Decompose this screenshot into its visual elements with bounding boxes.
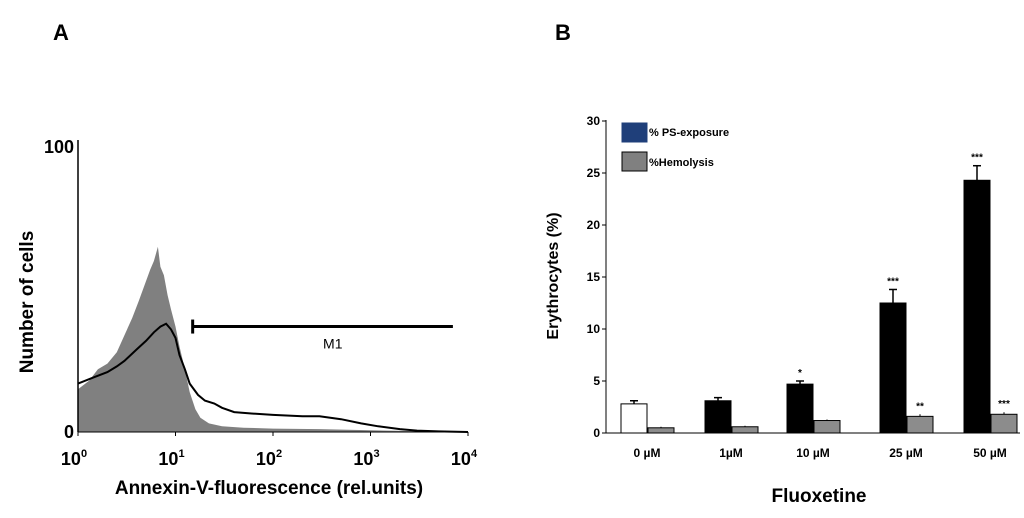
bar-hemolysis	[731, 426, 759, 434]
gate-label: M1	[323, 336, 343, 352]
bar-hemolysis	[990, 413, 1018, 434]
histogram-x-tick-label: 104	[451, 448, 478, 469]
histogram-x-tick-label: 100	[61, 448, 87, 469]
histogram-y-tick-label: 0	[64, 422, 74, 442]
bar-y-tick-label: 25	[587, 166, 601, 180]
bar-hemolysis	[647, 427, 675, 434]
histogram-outline-series	[77, 322, 469, 433]
bar-y-tick-label: 20	[587, 218, 601, 232]
bar-chart-x-axis-title: Fluoxetine	[771, 486, 866, 507]
category-label: 1µM	[719, 446, 743, 460]
bar-y-tick-label: 5	[593, 374, 600, 388]
category-label: 0 µM	[634, 446, 661, 460]
histogram-x-axis-title: Annexin-V-fluorescence (rel.units)	[115, 478, 423, 499]
bar-ps-exposure	[963, 179, 991, 434]
bar-y-tick-label: 30	[587, 114, 601, 128]
panel-b-letter: B	[555, 20, 571, 45]
bar-chart-y-axis-title: Erythrocytes (%)	[545, 212, 562, 339]
bar-ps-exposure	[620, 403, 648, 434]
bar-ps-exposure	[786, 383, 814, 434]
category-label: 25 µM	[889, 446, 923, 460]
panel-a-letter: A	[53, 20, 69, 45]
histogram-x-tick-label: 103	[353, 448, 379, 469]
significance-hemolysis: **	[916, 401, 924, 412]
bar-hemolysis	[906, 415, 934, 434]
bar-hemolysis	[813, 420, 841, 434]
histogram-filled-series	[78, 246, 468, 432]
legend-label-ps-exposure: % PS-exposure	[649, 127, 729, 139]
histogram-x-tick-label: 101	[158, 448, 184, 469]
legend-label-hemolysis: %Hemolysis	[649, 157, 714, 169]
legend-swatch-hemolysis	[621, 151, 648, 172]
histogram-x-tick-label: 102	[256, 448, 282, 469]
category-label: 10 µM	[796, 446, 830, 460]
significance-hemolysis: ***	[998, 399, 1010, 410]
bar-y-tick-label: 0	[593, 426, 600, 440]
bar-ps-exposure	[879, 302, 907, 434]
legend-swatch-ps-exposure	[621, 122, 648, 143]
histogram-chart: M1 100 101 102 103 104 0 100 Annexin-V-fluores…	[17, 137, 478, 499]
bar-ps-exposure	[704, 400, 732, 434]
category-label: 50 µM	[973, 446, 1007, 460]
significance-ps-exposure: ***	[887, 276, 899, 287]
histogram-y-axis-title: Number of cells	[17, 231, 38, 374]
legend: % PS-exposure %Hemolysis	[621, 122, 729, 172]
significance-ps-exposure: ***	[971, 153, 983, 164]
bar-y-tick-label: 10	[587, 322, 601, 336]
significance-ps-exposure: *	[798, 368, 802, 379]
histogram-y-tick-label: 100	[44, 137, 74, 157]
bar-y-tick-label: 15	[587, 270, 601, 284]
